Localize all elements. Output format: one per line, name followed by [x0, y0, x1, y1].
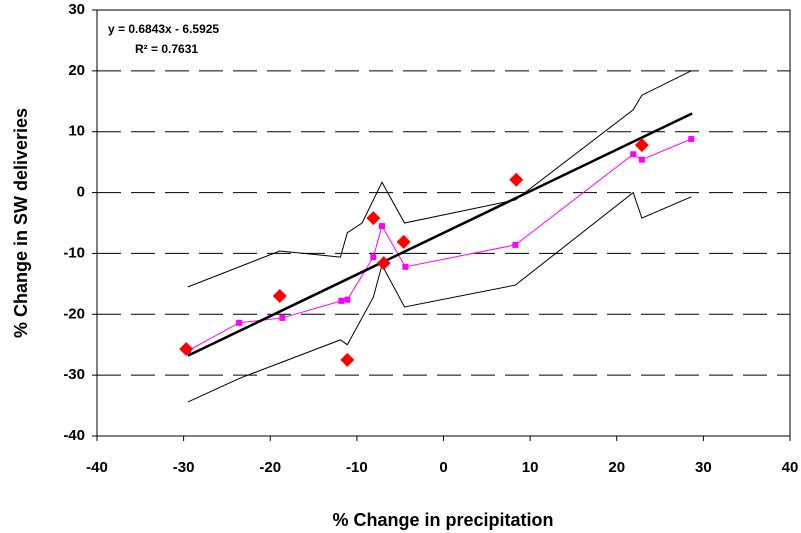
x-tick-label: -10	[346, 459, 368, 476]
x-tick-label: -40	[86, 459, 108, 476]
series-line	[187, 112, 693, 357]
marker	[344, 296, 351, 303]
x-tick-label: 20	[608, 459, 625, 476]
y-tick-label: 10	[68, 123, 85, 140]
marker	[634, 138, 649, 153]
y-tick-label: 20	[68, 62, 85, 79]
marker	[638, 156, 645, 163]
annotation: y = 0.6843x - 6.5925	[108, 22, 219, 36]
marker	[366, 211, 381, 226]
marker	[509, 172, 524, 187]
y-tick-label: 0	[77, 184, 85, 201]
marker	[340, 352, 355, 367]
y-tick-label: -10	[63, 244, 85, 261]
marker	[512, 241, 519, 248]
series-line	[187, 191, 692, 403]
marker	[279, 314, 286, 321]
x-tick-label: 40	[782, 459, 799, 476]
marker	[396, 234, 411, 249]
marker	[236, 319, 243, 326]
x-axis-label: % Change in precipitation	[332, 510, 553, 530]
y-tick-label: -30	[63, 366, 85, 383]
marker	[179, 341, 194, 356]
x-tick-label: -30	[173, 459, 195, 476]
x-tick-label: 10	[522, 459, 539, 476]
marker	[630, 151, 637, 158]
marker	[272, 289, 287, 304]
x-tick-label: 0	[439, 459, 447, 476]
marker	[376, 256, 391, 271]
marker	[378, 223, 385, 230]
y-tick-label: -20	[63, 305, 85, 322]
marker	[688, 136, 695, 143]
marker	[338, 297, 345, 304]
y-tick-label: -40	[63, 427, 85, 444]
x-tick-label: -20	[259, 459, 281, 476]
series-line	[187, 70, 692, 288]
marker	[370, 254, 377, 261]
y-tick-label: 30	[68, 1, 85, 18]
x-tick-label: 30	[695, 459, 712, 476]
marker	[402, 263, 409, 270]
y-axis-label: % Change in SW deliveries	[11, 108, 31, 338]
annotation: R² = 0.7631	[135, 42, 198, 56]
